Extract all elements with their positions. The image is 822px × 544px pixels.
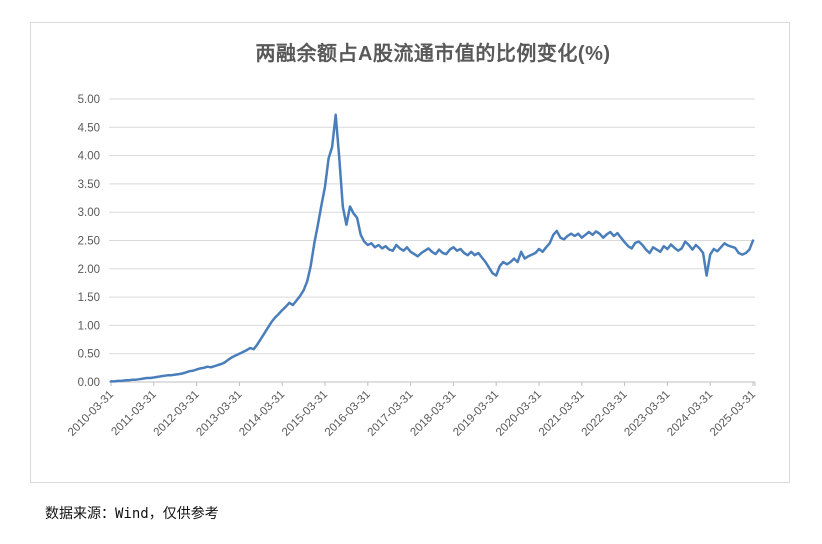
y-axis-label: 3.00 — [78, 207, 100, 219]
y-axis-label: 3.50 — [78, 179, 100, 191]
x-axis-label: 2025-03-31 — [708, 389, 758, 439]
y-axis-label: 5.00 — [78, 94, 100, 106]
y-axis-label: 1.00 — [78, 320, 100, 332]
y-axis-label: 2.50 — [78, 236, 100, 248]
y-axis-label: 4.00 — [78, 151, 100, 163]
y-axis-label: 2.00 — [78, 264, 100, 276]
source-note: 数据来源：Wind，仅供参考 — [45, 506, 219, 522]
y-axis-label: 0.50 — [78, 349, 100, 361]
line-chart: 0.00 0.50 1.00 1.50 2.00 2.50 3.00 3.50 4.00 4.50… — [66, 94, 758, 439]
y-axis-label: 0.00 — [78, 377, 100, 389]
data-series-line — [109, 113, 755, 383]
y-axis-label: 1.50 — [78, 292, 100, 304]
x-axis-label: 2010-03-31 — [66, 389, 116, 439]
y-axis-label: 4.50 — [78, 122, 100, 134]
chart-frame: 0.00 0.50 1.00 1.50 2.00 2.50 3.00 3.50 4.00 4.50… — [30, 22, 790, 483]
chart-title: 两融余额占A股流通市值的比例变化(%) — [255, 43, 611, 65]
